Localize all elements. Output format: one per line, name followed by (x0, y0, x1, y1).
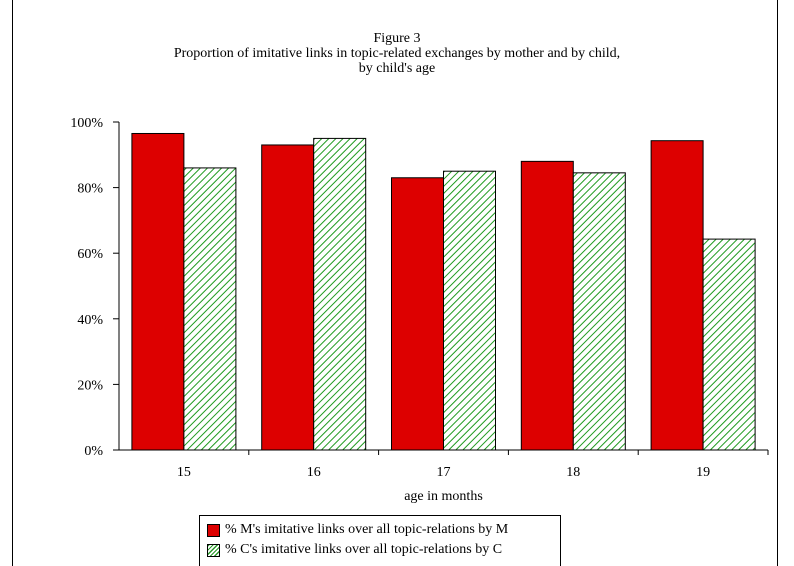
bar-mother-16 (261, 144, 315, 451)
x-tick-label: 15 (177, 465, 191, 480)
chart-subtitle-line-1: Proportion of imitative links in topic-r… (173, 46, 621, 61)
legend: % M's imitative links over all topic-rel… (199, 515, 561, 566)
legend-label-mother: % M's imitative links over all topic-rel… (225, 522, 509, 537)
legend-item-mother: % M's imitative links over all topic-rel… (207, 520, 560, 540)
x-tick-label: 17 (437, 465, 451, 480)
x-tick-label: 19 (696, 465, 710, 480)
bar-child-18 (572, 172, 626, 451)
bar-mother-17 (391, 177, 444, 451)
x-tick-label: 16 (307, 465, 321, 480)
y-tick-label: 100% (70, 116, 103, 131)
legend-label-child: % C's imitative links over all topic-rel… (225, 542, 503, 557)
legend-swatch-mother (207, 523, 220, 537)
y-tick-label: 40% (77, 313, 103, 328)
y-tick-label: 0% (84, 444, 103, 459)
bar-child-19 (702, 238, 756, 451)
y-tick-label: 80% (77, 182, 103, 197)
chart-title: Figure 3 (373, 31, 421, 46)
chart-subtitle-line-2: by child's age (358, 61, 436, 76)
legend-swatch-child (207, 543, 220, 557)
bar-mother-19 (650, 140, 704, 451)
y-tick-label: 20% (77, 378, 103, 393)
bar-child-15 (183, 167, 237, 451)
bar-child-17 (443, 170, 496, 451)
x-tick-label: 18 (566, 465, 580, 480)
legend-item-child: % C's imitative links over all topic-rel… (207, 540, 560, 560)
bar-mother-15 (131, 132, 185, 451)
bar-mother-18 (520, 160, 574, 451)
figure-frame (12, 0, 778, 566)
bar-child-16 (313, 137, 367, 451)
x-axis-label: age in months (404, 489, 483, 504)
y-tick-label: 60% (77, 247, 103, 262)
